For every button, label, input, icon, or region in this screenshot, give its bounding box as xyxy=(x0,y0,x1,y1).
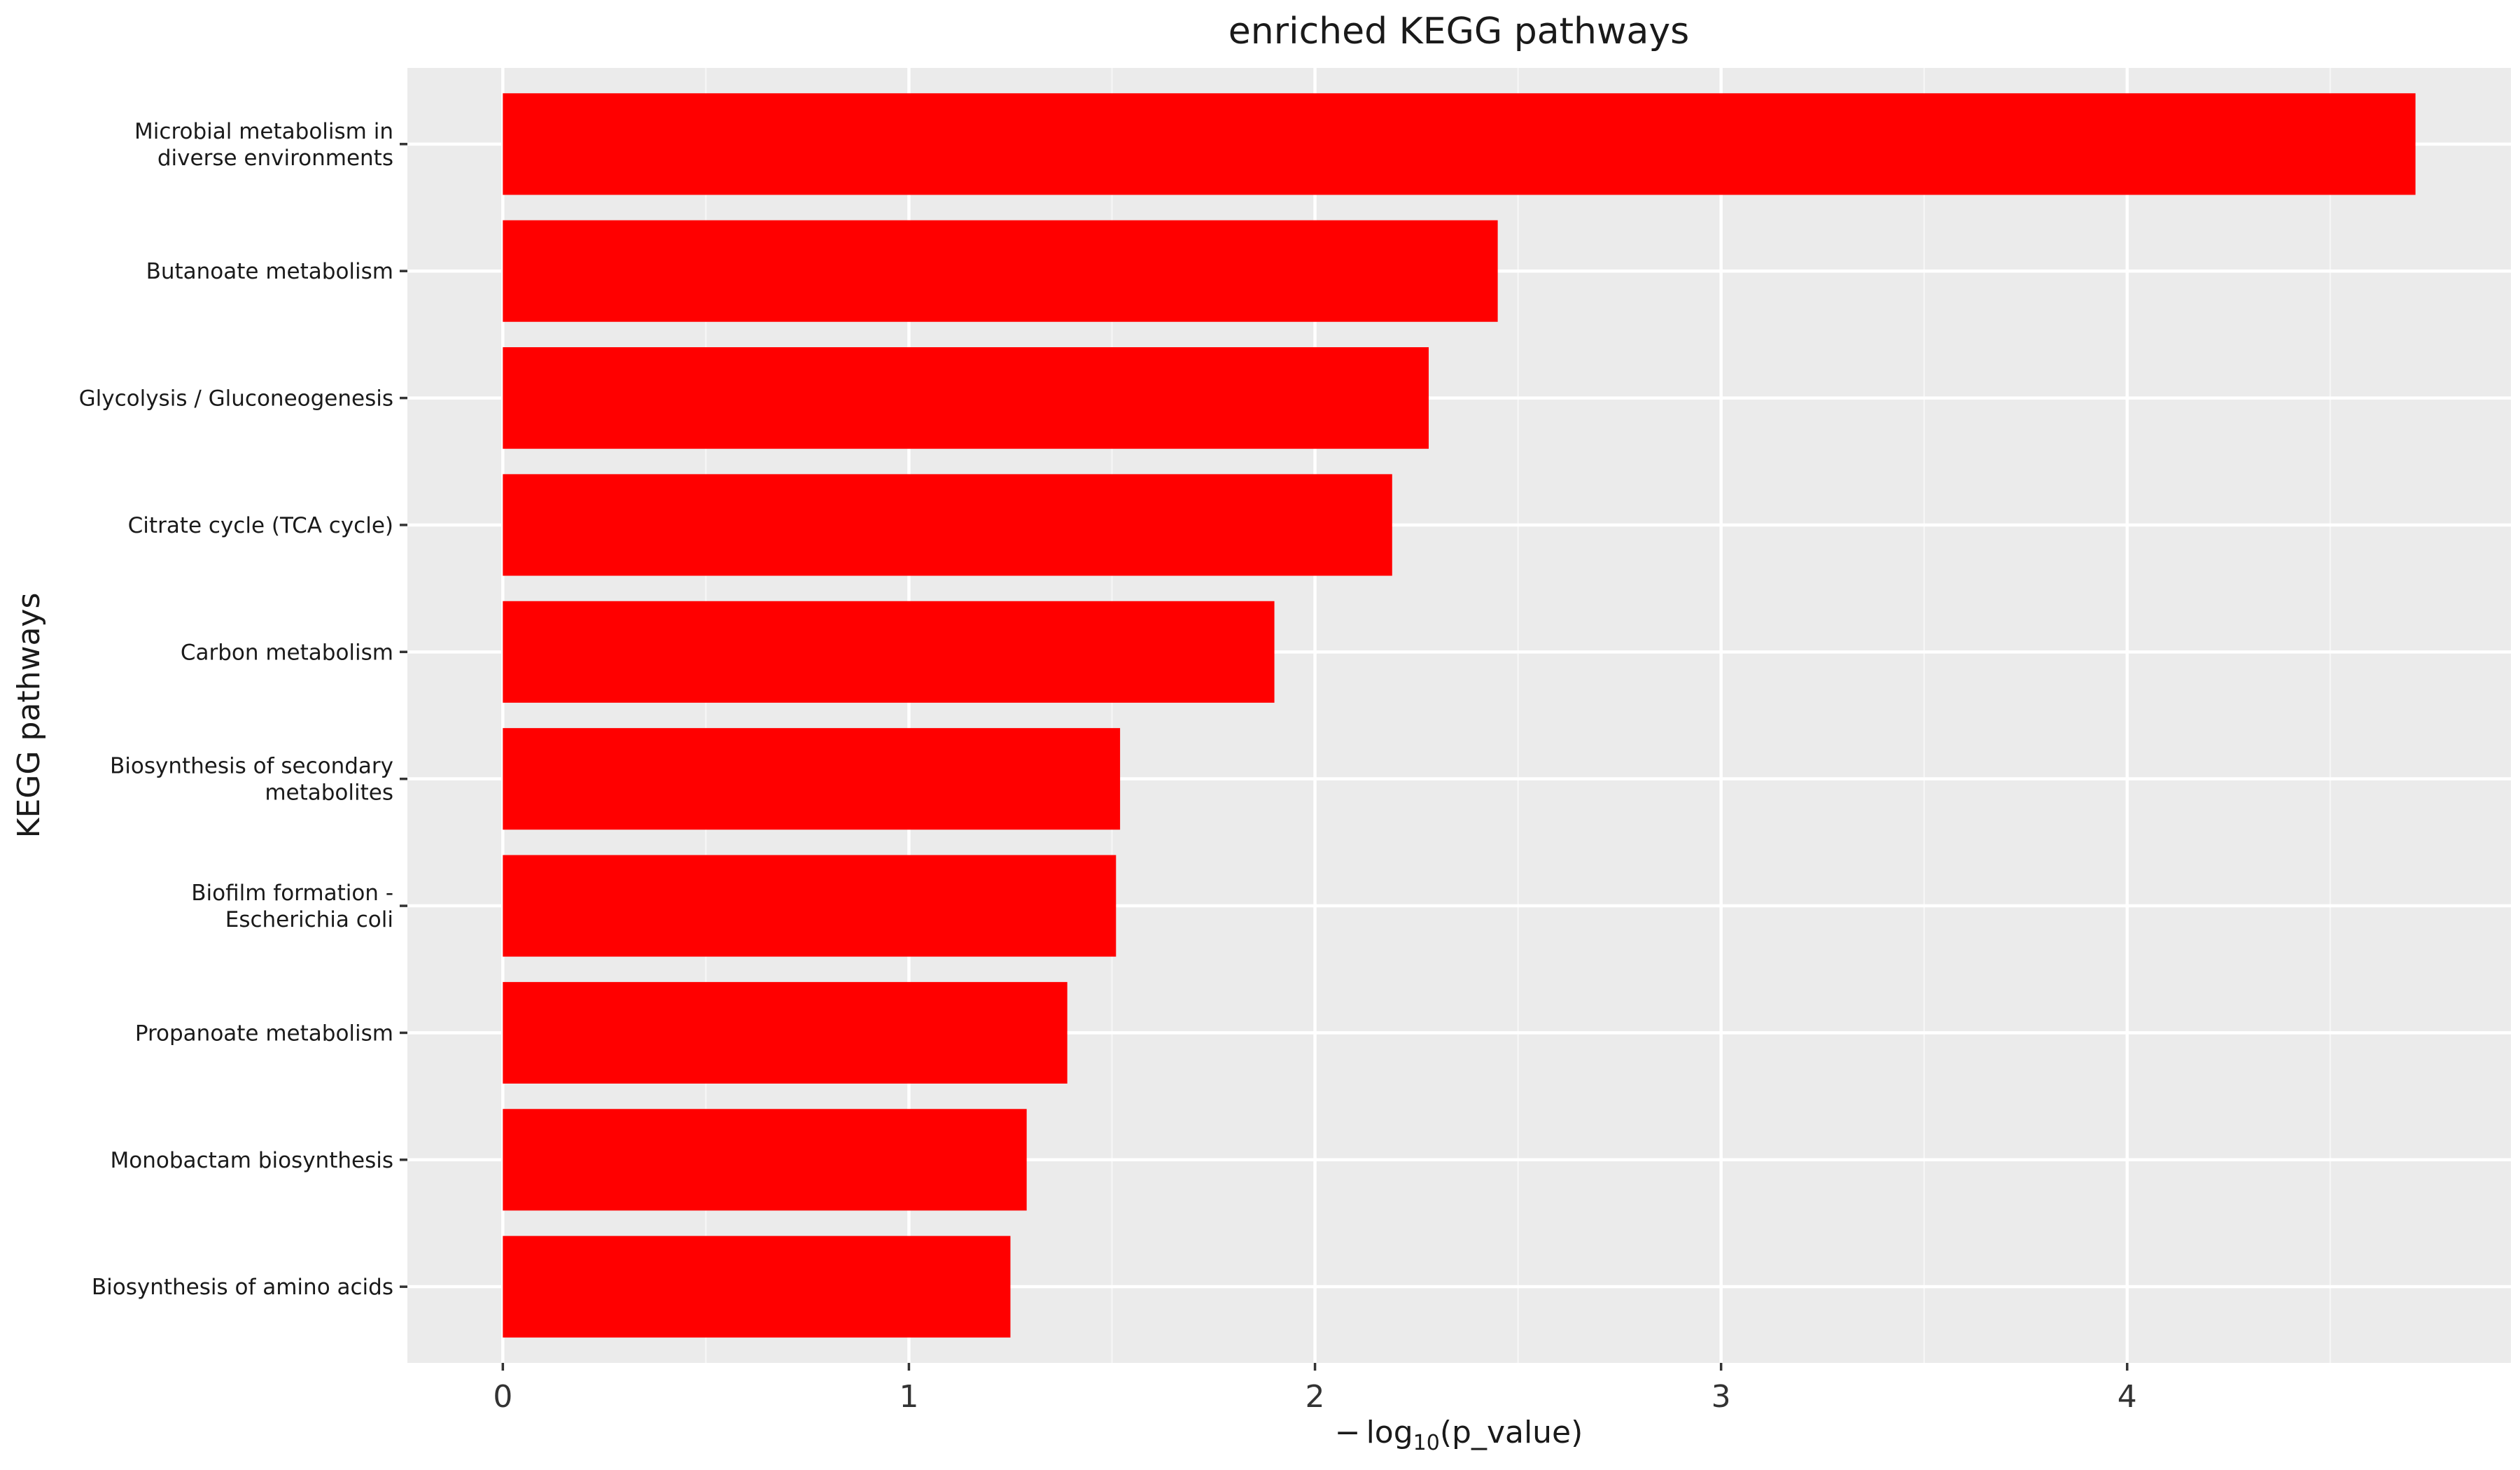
y-axis-ticks: Microbial metabolism in diverse environme… xyxy=(79,119,407,1300)
bar-7 xyxy=(503,981,1068,1084)
bar-5 xyxy=(503,728,1121,830)
bar-9 xyxy=(503,1236,1011,1338)
bar-4 xyxy=(503,601,1275,703)
y-tick-label-8-line-0: Monobactam biosynthesis xyxy=(111,1148,393,1173)
x-tick-label-4: 4 xyxy=(2118,1379,2137,1415)
x-tick-label-2: 2 xyxy=(1306,1379,1325,1415)
y-tick-label-9-line-0: Biosynthesis of amino acids xyxy=(92,1275,393,1300)
bar-3 xyxy=(503,474,1392,576)
y-tick-label-3: Citrate cycle (TCA cycle) xyxy=(128,513,393,538)
bars xyxy=(503,93,2416,1338)
y-tick-label-1: Butanoate metabolism xyxy=(146,259,393,284)
x-axis-title-minus: − xyxy=(1335,1415,1361,1450)
bar-8 xyxy=(503,1109,1027,1211)
y-tick-label-0: Microbial metabolism in diverse environme… xyxy=(134,119,393,171)
bar-2 xyxy=(503,347,1429,449)
y-tick-label-4: Carbon metabolism xyxy=(181,640,393,665)
y-tick-label-5-line-0: Biosynthesis of secondary xyxy=(110,754,393,779)
x-axis-title-subscript: 10 xyxy=(1413,1431,1440,1455)
x-tick-label-0: 0 xyxy=(493,1379,512,1415)
bar-1 xyxy=(503,220,1498,322)
y-tick-label-5: Biosynthesis of secondary metabolites xyxy=(110,754,393,806)
x-axis-ticks: 0 1 2 3 4 xyxy=(493,1363,2137,1415)
x-tick-label-3: 3 xyxy=(1712,1379,1731,1415)
y-tick-label-2: Glycolysis / Gluconeogenesis xyxy=(79,386,393,412)
x-tick-label-1: 1 xyxy=(899,1379,918,1415)
x-axis-title: − log10(p_value) xyxy=(1335,1415,1583,1455)
y-tick-label-4-line-0: Carbon metabolism xyxy=(181,640,393,665)
x-axis-title-log: log xyxy=(1366,1415,1413,1450)
x-axis-title-argument: (p_value) xyxy=(1440,1415,1583,1450)
y-tick-label-6-line-0: Biofilm formation - xyxy=(191,881,393,906)
y-tick-label-8: Monobactam biosynthesis xyxy=(111,1148,393,1173)
y-tick-label-0-line-0: Microbial metabolism in xyxy=(134,119,393,144)
y-tick-label-7-line-0: Propanoate metabolism xyxy=(135,1021,393,1046)
y-tick-label-0-line-1: diverse environments xyxy=(158,146,393,171)
bar-0 xyxy=(503,93,2416,195)
y-tick-label-6: Biofilm formation -Escherichia coli xyxy=(191,881,393,932)
y-tick-label-7: Propanoate metabolism xyxy=(135,1021,393,1046)
bar-6 xyxy=(503,855,1116,957)
y-tick-label-6-line-1: Escherichia coli xyxy=(225,907,393,932)
y-axis-title: KEGG pathways xyxy=(11,593,47,839)
y-tick-label-3-line-0: Citrate cycle (TCA cycle) xyxy=(128,513,393,538)
y-tick-label-2-line-0: Glycolysis / Gluconeogenesis xyxy=(79,386,393,412)
chart-title: enriched KEGG pathways xyxy=(1228,10,1689,52)
y-tick-label-9: Biosynthesis of amino acids xyxy=(92,1275,393,1300)
y-tick-label-5-line-1: metabolites xyxy=(265,780,393,806)
y-tick-label-1-line-0: Butanoate metabolism xyxy=(146,259,393,284)
